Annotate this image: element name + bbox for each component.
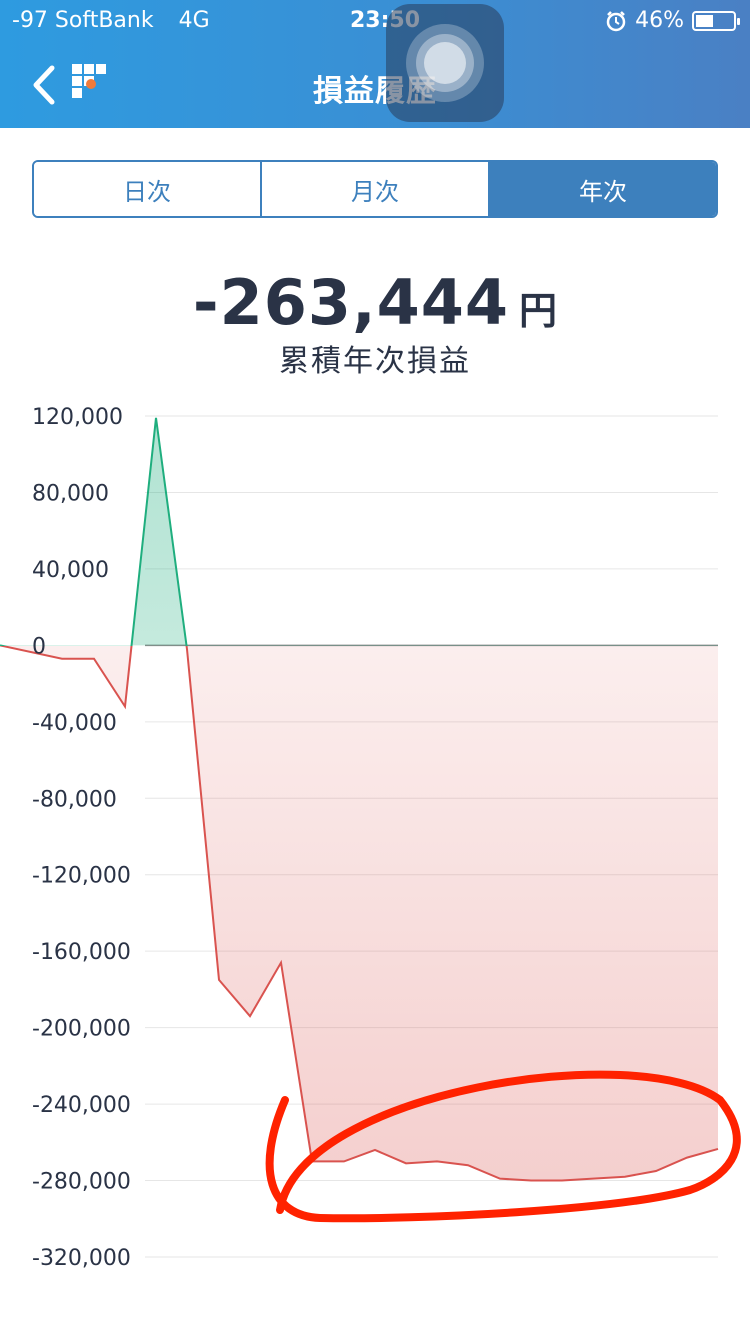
page-title: 損益履歴 bbox=[313, 74, 437, 109]
y-tick-label: -120,000 bbox=[32, 864, 131, 889]
y-tick-label: -200,000 bbox=[32, 1017, 131, 1042]
status-right: 46% bbox=[605, 8, 740, 33]
annotation-circle bbox=[265, 1070, 741, 1223]
period-tabs: 日次 月次 年次 bbox=[32, 160, 718, 218]
tab-monthly[interactable]: 月次 bbox=[262, 162, 490, 216]
alarm-icon bbox=[605, 10, 627, 32]
battery-icon bbox=[692, 10, 740, 31]
y-tick-label: -320,000 bbox=[32, 1246, 131, 1271]
chevron-left-icon[interactable] bbox=[26, 60, 66, 110]
cumulative-pnl-chart: 120,000 80,000 40,000 0 -40,000 -80,000 -120,0… bbox=[0, 405, 741, 1271]
status-carrier: -97 SoftBank 4G bbox=[12, 8, 210, 33]
total-pnl-caption: 累積年次損益 bbox=[279, 344, 471, 379]
app-logo-icon bbox=[72, 64, 110, 102]
tab-daily[interactable]: 日次 bbox=[34, 162, 262, 216]
y-tick-label: 0 bbox=[32, 634, 46, 659]
y-tick-label: -40,000 bbox=[32, 711, 117, 736]
y-tick-label: -240,000 bbox=[32, 1093, 131, 1118]
total-pnl-value: -263,444 bbox=[192, 266, 510, 339]
status-bar: -97 SoftBank 4G 23:50 46% bbox=[0, 0, 750, 40]
y-tick-label: -80,000 bbox=[32, 787, 117, 812]
y-tick-label: 80,000 bbox=[32, 481, 109, 506]
tab-yearly[interactable]: 年次 bbox=[490, 162, 716, 216]
chart-y-labels: 120,000 80,000 40,000 0 -40,000 -80,000 -120,0… bbox=[32, 405, 131, 1271]
total-pnl: -263,444 円 bbox=[0, 266, 750, 339]
network-type: 4G bbox=[178, 8, 210, 33]
chart-line bbox=[0, 417, 719, 1182]
chart-area bbox=[0, 417, 718, 1181]
series-line-positive bbox=[0, 417, 188, 646]
y-tick-label: -160,000 bbox=[32, 940, 131, 965]
y-tick-label: 120,000 bbox=[32, 405, 123, 430]
y-tick-label: -280,000 bbox=[32, 1170, 131, 1195]
series-line-negative bbox=[0, 646, 719, 1182]
battery-percent: 46% bbox=[635, 8, 684, 33]
app-header: -97 SoftBank 4G 23:50 46% 損益履歴 bbox=[0, 0, 750, 128]
y-tick-label: 40,000 bbox=[32, 558, 109, 583]
carrier-name: -97 SoftBank bbox=[12, 8, 154, 33]
total-pnl-unit: 円 bbox=[519, 289, 558, 333]
battery-fill bbox=[696, 14, 713, 27]
assistive-touch-button[interactable] bbox=[386, 4, 504, 122]
annotation-layer bbox=[265, 1070, 741, 1223]
area-negative bbox=[2, 646, 718, 1181]
